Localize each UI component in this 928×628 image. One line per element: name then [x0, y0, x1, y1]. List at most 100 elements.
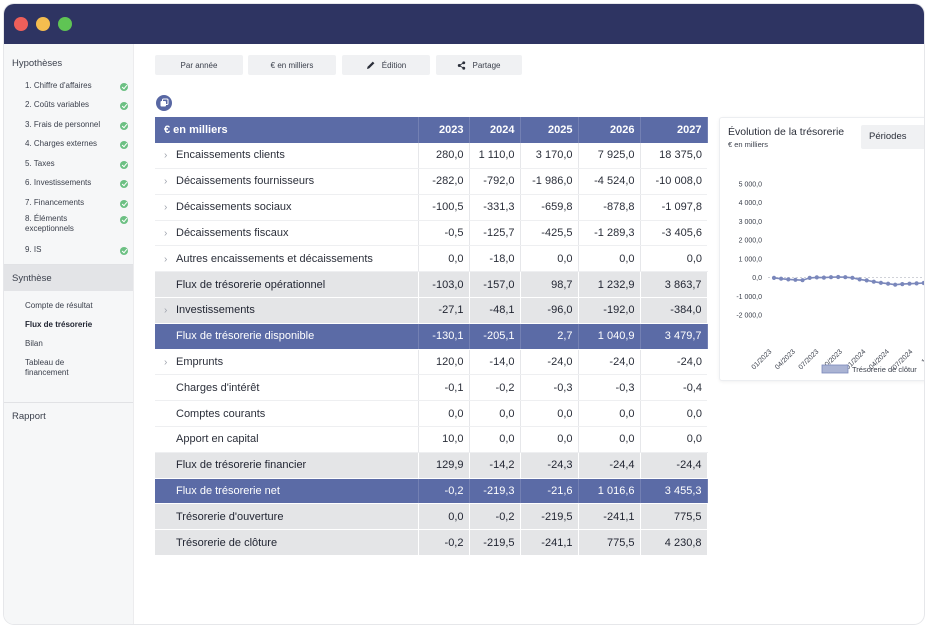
table-cell: -0,1	[418, 374, 470, 402]
row-label-text: Trésorerie d'ouverture	[176, 510, 284, 523]
sidebar-item-label: 6. Investissements	[25, 178, 92, 187]
table-cell: 0,0	[418, 245, 470, 273]
data-point	[850, 275, 855, 280]
pencil-icon	[366, 61, 375, 69]
chevron-right-icon[interactable]: ›	[164, 202, 168, 214]
table-row[interactable]: › Encaissements clients 280,0 1 110,0 3 1…	[155, 142, 707, 170]
sidebar-item-couts-variables[interactable]: 2. Coûts variables	[4, 100, 128, 110]
treasury-chart-card: Évolution de la trésorerie € en milliers…	[719, 117, 924, 381]
table-row: Apport en capital 10,0 0,0 0,0 0,0 0,0	[155, 426, 707, 453]
table-cell: -0,3	[520, 374, 579, 402]
data-point	[771, 275, 777, 280]
sidebar-item-flux-tresorerie[interactable]: Flux de trésorerie	[25, 320, 93, 329]
chart-subtitle: € en milliers	[728, 140, 769, 149]
x-tick-label: 07/2023	[798, 348, 821, 371]
sidebar-item-frais-personnel[interactable]: 3. Frais de personnel	[4, 120, 128, 130]
sidebar-item-is[interactable]: 9. IS	[4, 245, 128, 255]
chevron-right-icon[interactable]: ›	[164, 305, 168, 317]
check-circle-icon	[120, 83, 128, 91]
table-row[interactable]: › Autres encaissements et décaissements 0…	[155, 245, 707, 273]
chevron-right-icon[interactable]: ›	[164, 357, 168, 369]
table-row[interactable]: › Investissements -27,1 -48,1 -96,0 -192,…	[155, 297, 708, 324]
table-cell: -24,3	[520, 452, 579, 479]
table-row[interactable]: › Décaissements fiscaux -0,5 -125,7 -425,…	[155, 220, 707, 247]
table-cell: -878,8	[578, 194, 641, 221]
data-point	[921, 280, 924, 286]
table-cell: 10,0	[418, 426, 470, 453]
sidebar-item-charges-externes[interactable]: 4. Charges externes	[4, 139, 128, 149]
table-row[interactable]: › Décaissements fournisseurs -282,0 -792,…	[155, 168, 707, 195]
sidebar-item-chiffre-affaires[interactable]: 1. Chiffre d'affaires	[4, 81, 128, 91]
chevron-right-icon[interactable]: ›	[164, 253, 168, 265]
row-label-text: Flux de trésorerie net	[176, 485, 280, 498]
table-header-year: 2026	[578, 117, 641, 143]
legend-swatch	[821, 364, 849, 374]
table-cell: -130,1	[418, 323, 470, 350]
sidebar-item-investissements[interactable]: 6. Investissements	[4, 178, 128, 188]
table-cell: -24,0	[640, 349, 707, 376]
sidebar-section-synthese[interactable]: Synthèse	[4, 265, 133, 291]
table-cell: -24,4	[578, 452, 641, 479]
title-bar	[4, 4, 924, 44]
row-label: Charges d'intérêt	[155, 374, 419, 402]
table-cell: -331,3	[469, 194, 521, 221]
table-cell: 120,0	[418, 349, 470, 376]
copy-button[interactable]	[156, 95, 172, 111]
check-circle-icon	[120, 102, 128, 110]
close-window-icon[interactable]	[14, 17, 28, 31]
table-header-label: € en milliers	[155, 117, 419, 143]
table-row[interactable]: › Emprunts 120,0 -14,0 -24,0 -24,0 -24,0	[155, 349, 707, 376]
sidebar-item-elements-exceptionnels[interactable]: 8. Éléments exceptionnels	[4, 214, 128, 234]
data-point	[857, 277, 862, 282]
sidebar-item-label: 8. Éléments exceptionnels	[25, 214, 74, 233]
table-cell: -24,0	[578, 349, 641, 376]
table-row-subtotal: Trésorerie de clôture -0,2 -219,5 -241,1…	[155, 529, 708, 557]
check-circle-icon	[120, 180, 128, 188]
chevron-right-icon[interactable]: ›	[164, 228, 168, 240]
table-cell: 3 863,7	[640, 271, 708, 299]
sidebar-item-compte-resultat[interactable]: Compte de résultat	[25, 301, 93, 310]
table-cell: -0,4	[640, 374, 707, 402]
sidebar-item-taxes[interactable]: 5. Taxes	[4, 159, 128, 169]
row-label-text: Apport en capital	[176, 433, 259, 446]
y-tick-label: 2 000,0	[739, 238, 762, 245]
data-point	[800, 278, 805, 283]
x-tick-label: 01/2023	[751, 348, 774, 371]
minimize-window-icon[interactable]	[36, 17, 50, 31]
table-cell: 3 479,7	[640, 323, 708, 350]
table-header-year: 2023	[418, 117, 470, 143]
en-milliers-button[interactable]: € en milliers	[248, 55, 336, 75]
sidebar-item-label: 4. Charges externes	[25, 139, 98, 148]
sidebar-section-rapport[interactable]: Rapport	[12, 410, 46, 422]
par-annee-button[interactable]: Par année	[155, 55, 243, 75]
sidebar-section-hypotheses[interactable]: Hypothèses	[12, 57, 63, 69]
chevron-right-icon[interactable]: ›	[164, 176, 168, 188]
data-point	[828, 275, 834, 280]
table-cell: -219,5	[520, 503, 579, 531]
partage-label: Partage	[472, 60, 501, 70]
row-label: › Décaissements sociaux	[155, 194, 419, 221]
maximize-window-icon[interactable]	[58, 17, 72, 31]
sidebar-item-financements[interactable]: 7. Financements	[4, 198, 128, 208]
periods-dropdown[interactable]: Périodes	[861, 125, 924, 149]
table-row[interactable]: › Décaissements sociaux -100,5 -331,3 -65…	[155, 194, 707, 221]
table-cell: 1 016,6	[578, 478, 641, 505]
legend-label: Trésorerie de clôtur	[852, 365, 917, 374]
sidebar-item-label: 9. IS	[25, 245, 42, 254]
row-label: › Décaissements fournisseurs	[155, 168, 419, 195]
partage-button[interactable]: Partage	[436, 55, 522, 75]
chevron-right-icon[interactable]: ›	[164, 150, 168, 162]
check-circle-icon	[120, 161, 128, 169]
sidebar-item-bilan[interactable]: Bilan	[25, 339, 43, 348]
row-label-text: Flux de trésorerie financier	[176, 459, 307, 472]
table-cell: -0,3	[578, 374, 641, 402]
par-annee-label: Par année	[180, 60, 218, 70]
data-point	[779, 276, 784, 281]
edition-button[interactable]: Édition	[342, 55, 430, 75]
table-cell: 0,0	[640, 426, 707, 453]
row-label-text: Autres encaissements et décaissements	[176, 252, 373, 265]
data-point	[786, 277, 791, 282]
data-point	[836, 274, 841, 280]
check-circle-icon	[120, 216, 128, 224]
sidebar-item-tableau-financement[interactable]: Tableau de financement	[25, 358, 69, 377]
